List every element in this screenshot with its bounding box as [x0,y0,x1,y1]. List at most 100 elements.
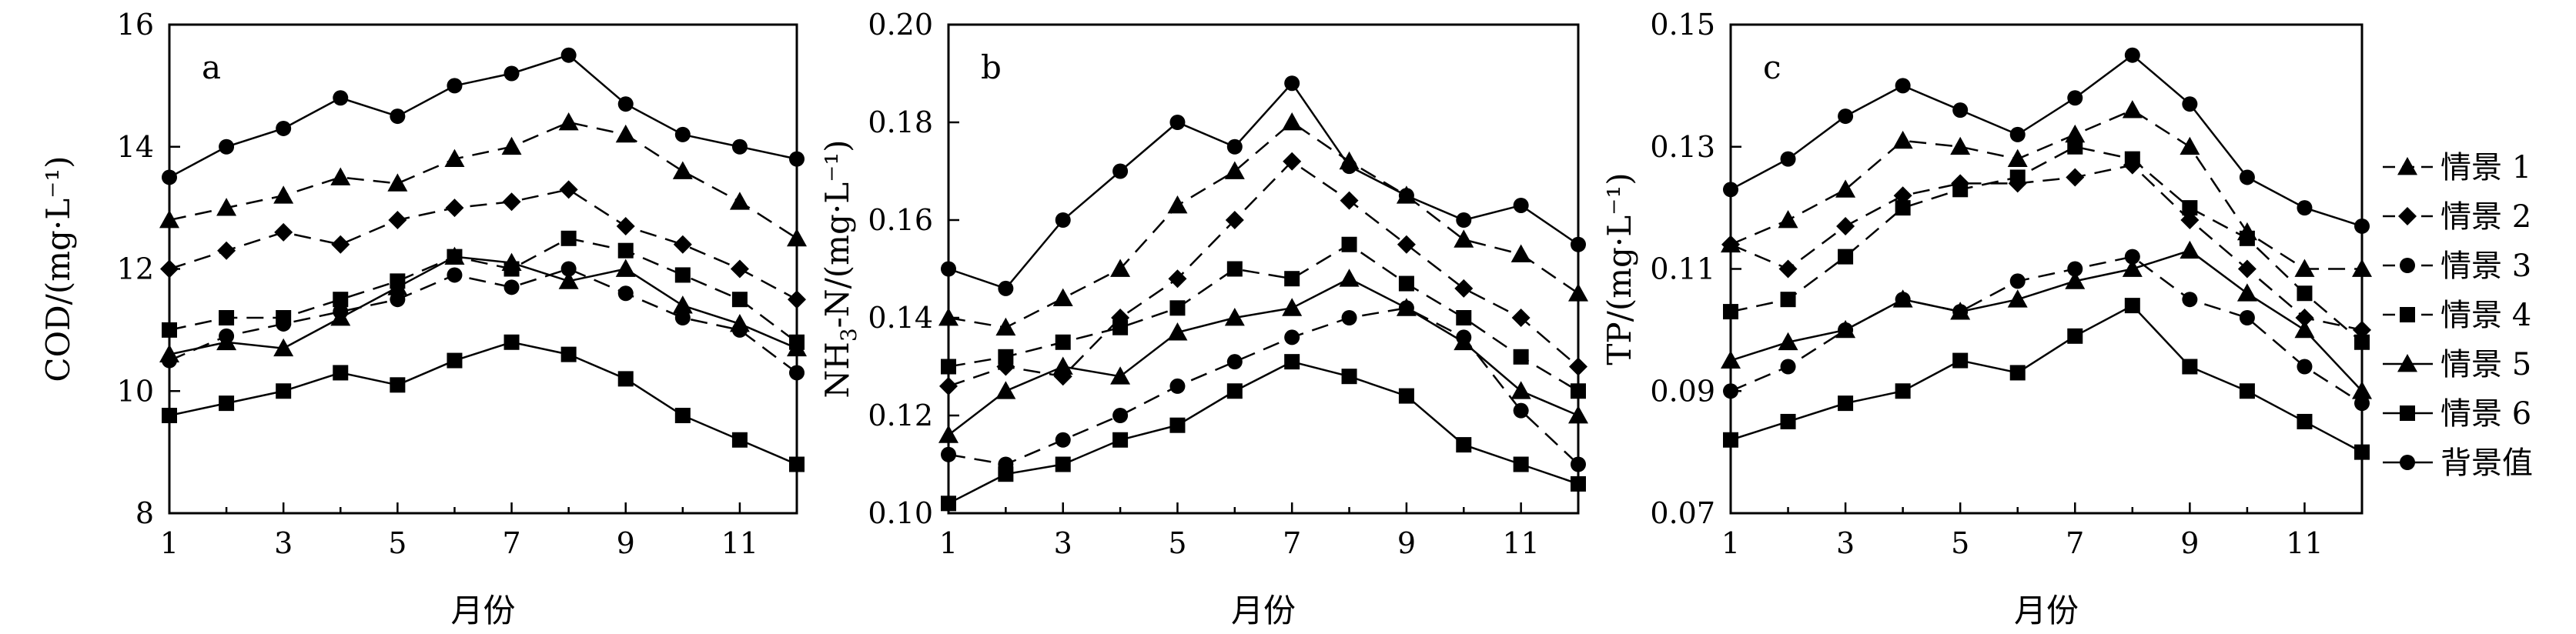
data-point [1835,179,1856,198]
data-point [560,261,577,277]
data-point [1723,383,1738,399]
plot-frame [1729,23,2364,515]
y-tick-label: 0.12 [868,399,933,432]
y-tick-label: 0.15 [1650,8,1715,42]
legend-label: 情景 3 [2441,249,2531,284]
data-point [941,446,956,462]
data-point [998,349,1014,365]
data-point [1225,211,1244,229]
data-point [2236,283,2257,302]
data-point [1513,456,1529,472]
data-point [216,332,237,351]
data-point [447,352,463,369]
data-point [1341,236,1357,252]
series-line [169,121,798,239]
series-line [948,243,1579,392]
legend-label: 情景 2 [2441,199,2531,235]
data-point [1055,212,1071,228]
plot-frame [947,23,1580,515]
data-point [1112,319,1129,335]
data-point [617,242,634,259]
data-point [1780,151,1796,167]
data-point [444,148,465,168]
plot-frame [168,23,798,515]
series-line [948,121,1579,329]
data-point [1571,383,1586,399]
data-point [1511,309,1531,327]
data-point [1169,378,1186,394]
data-point [2182,292,2198,308]
y-tick-label: 0.07 [1650,496,1715,530]
data-point [1168,269,1187,289]
data-point [2295,309,2314,327]
data-point [941,261,956,277]
data-point [501,136,522,155]
legend-entry: 背景值 [2383,445,2533,481]
series-line [948,360,1579,505]
series-line [948,82,1579,290]
data-point [560,230,577,246]
data-point [2065,271,2086,289]
data-point [938,425,958,443]
data-point [1055,456,1071,472]
y-tick-label: 0.14 [868,301,933,335]
data-point [1284,271,1300,287]
series-6 [941,354,1586,512]
series-line [1730,304,2363,453]
data-point [1838,108,1854,125]
y-tick-label: 0.18 [868,105,933,139]
data-point [333,365,349,381]
data-point [1571,236,1586,252]
data-point [276,120,292,136]
data-point [1169,115,1186,130]
data-point [2239,383,2255,399]
data-point [1454,229,1474,248]
data-point [160,259,179,279]
data-point [330,308,351,326]
data-point [2237,259,2257,279]
data-point [1110,366,1131,385]
data-point [2297,285,2313,302]
data-point [162,169,177,185]
data-point [2352,259,2372,277]
data-point [1052,288,1073,306]
data-point [219,395,235,412]
y-tick-label: 0.11 [1650,252,1715,286]
data-point [789,151,805,167]
data-point [560,47,577,63]
legend-label: 背景值 [2441,445,2533,481]
data-point [1283,152,1302,171]
data-point [1341,158,1357,175]
x-tick-label: 7 [502,526,520,560]
data-point [941,359,956,375]
data-point [2354,444,2370,460]
data-point [390,108,406,125]
series-3 [1723,249,2370,412]
y-tick-label: 12 [117,252,154,286]
data-point [560,346,577,362]
data-point [503,279,520,295]
legend-label: 情景 6 [2441,396,2531,432]
data-point [1895,200,1911,216]
data-point [615,259,636,277]
series-2 [160,180,806,309]
data-point [1836,216,1855,235]
data-point [2009,126,2026,142]
x-tick-label: 9 [1397,526,1416,560]
data-point [219,310,235,325]
data-point [729,192,750,210]
data-point [788,290,806,309]
data-point [995,317,1016,336]
data-point [2066,168,2085,187]
data-point [333,90,349,106]
chart-panel-c: 1 3 5 7 9 11 0.07 0.09 0.11 0.13 0.15 月份 TP/(mg·L⁻¹)… [1601,8,2372,629]
data-point [1454,332,1474,351]
data-point [1723,182,1738,198]
data-point [276,383,292,399]
data-point [938,308,958,326]
data-point [1895,383,1911,399]
data-point [159,210,179,229]
data-point [1721,235,1740,254]
data-point [1398,275,1414,292]
